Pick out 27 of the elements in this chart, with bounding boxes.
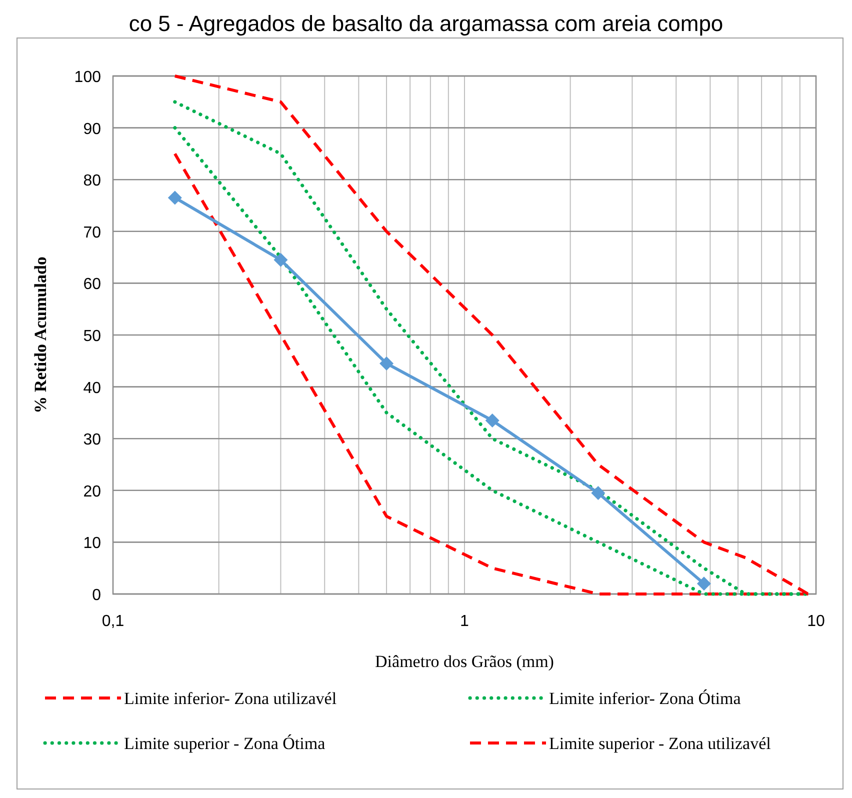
y-tick-label: 80: [83, 172, 102, 190]
point: [168, 190, 182, 205]
y-tick-label: 0: [92, 587, 102, 604]
y-tick-label: 100: [74, 69, 102, 86]
y-tick-label: 40: [83, 380, 102, 397]
y-tick-label: 20: [83, 483, 102, 500]
y-tick-label: 50: [83, 328, 102, 345]
y-tick-label: 10: [83, 535, 102, 552]
legend-label: Limite inferior- Zona utilizavél: [124, 689, 337, 708]
x-tick-label: 1: [460, 613, 470, 630]
point: [591, 486, 606, 500]
legend-label: Limite inferior- Zona Ótima: [549, 689, 742, 708]
x-tick-label: 10: [807, 613, 825, 630]
y-tick-label: 90: [83, 120, 102, 138]
point: [696, 576, 711, 591]
point: [380, 356, 394, 370]
legend-label: Limite superior - Zona utilizavél: [549, 734, 772, 753]
point: [485, 413, 500, 428]
chart-title: co 5 - Agregados de basalto da argamassa com areia compo: [128, 11, 724, 36]
y-tick-label: 30: [83, 432, 102, 449]
legend-label: Limite superior - Zona Ótima: [124, 734, 326, 753]
y-axis-title: % Retido Acumulado: [31, 256, 50, 414]
y-tick-label: 70: [83, 224, 102, 242]
x-axis-title: Diâmetro dos Grãos (mm): [375, 652, 554, 671]
y-tick-label: 60: [83, 276, 102, 294]
point: [274, 252, 288, 267]
x-tick-label: 0,1: [102, 613, 124, 630]
